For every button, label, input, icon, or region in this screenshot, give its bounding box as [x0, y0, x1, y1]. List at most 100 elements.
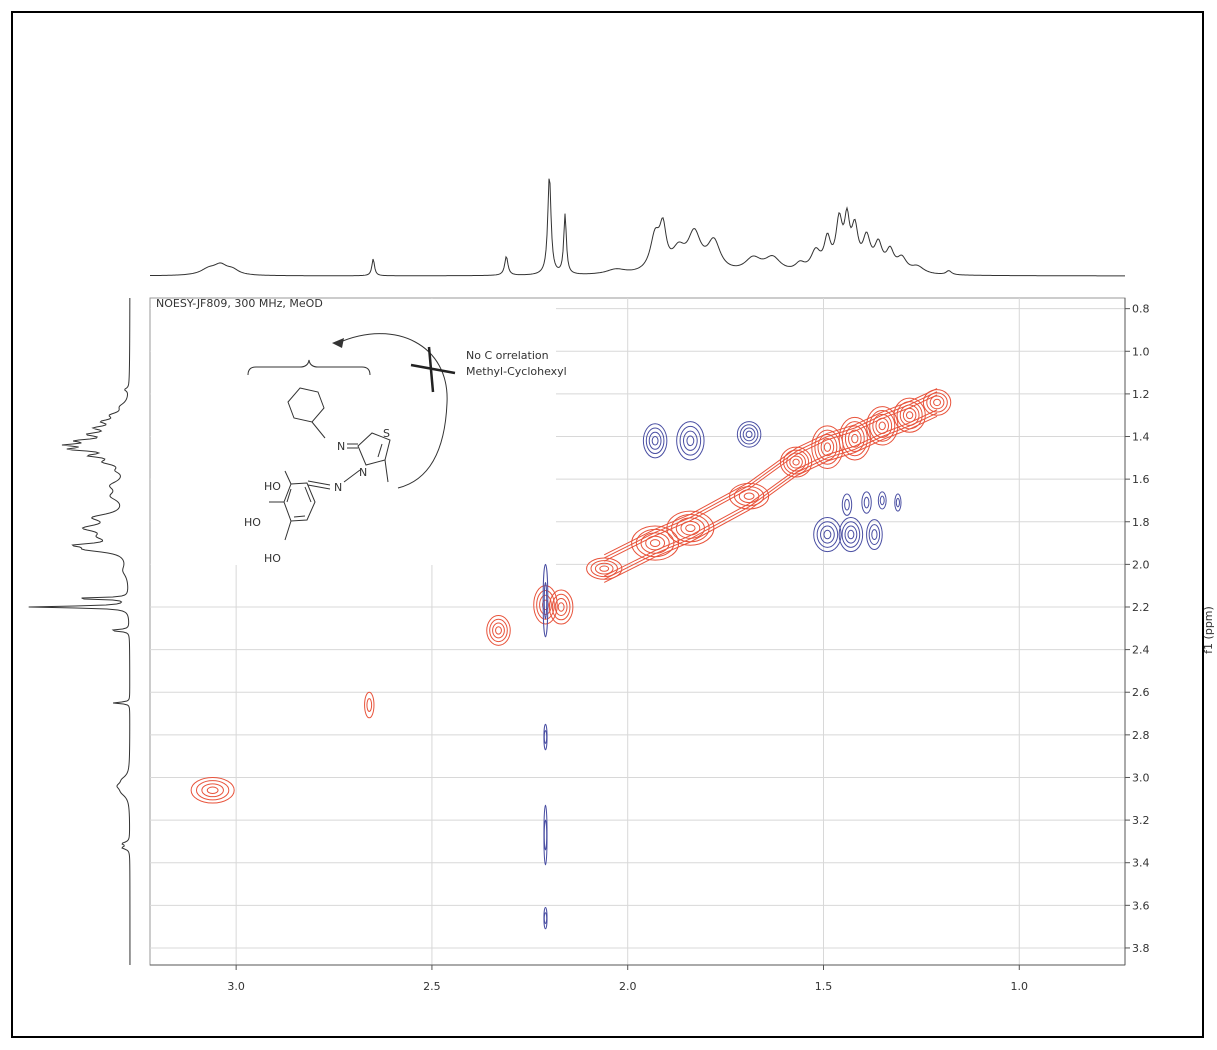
positive-cross-peak — [190, 776, 235, 804]
cyclohexyl-to-n-bond — [311, 421, 326, 439]
contour-ring — [933, 398, 941, 407]
contour-ring — [894, 493, 902, 512]
contour-ring — [548, 589, 574, 625]
negative-cross-peak — [543, 804, 548, 866]
contour-ring — [666, 510, 715, 546]
contour-ring — [926, 392, 948, 413]
negative-cross-peak — [877, 491, 887, 510]
contour-ring — [877, 491, 887, 510]
contour-ring — [844, 525, 858, 544]
positive-cross-peak — [838, 416, 871, 461]
y-tick-label: 2.0 — [1132, 558, 1150, 571]
contour-ring — [594, 562, 614, 575]
y-tick-label: 2.8 — [1132, 729, 1150, 742]
x-tick-label: 1.5 — [815, 980, 833, 993]
negative-cross-peak — [841, 493, 853, 516]
contour-ring — [844, 425, 865, 452]
contour-ring — [551, 593, 571, 621]
negative-cross-peak — [866, 519, 883, 550]
contour-ring — [201, 783, 224, 798]
hydroxyl-bonds — [269, 470, 292, 541]
contour-ring — [906, 411, 914, 420]
y-tick-label: 1.4 — [1132, 431, 1150, 444]
x-tick-label: 1.0 — [1011, 980, 1029, 993]
contour-ring — [190, 776, 235, 804]
cyclohexyl-brace — [247, 359, 371, 376]
contour-ring — [847, 529, 855, 540]
contour-ring — [543, 912, 548, 924]
diagonal-contour-line — [603, 391, 938, 559]
y-tick-label: 3.6 — [1132, 899, 1150, 912]
link-n-label: N — [334, 481, 342, 494]
contour-ring — [492, 622, 505, 639]
contour-ring — [685, 524, 696, 533]
y-tick-label: 3.0 — [1132, 771, 1150, 784]
x-axis: 3.0 2.5 2.0 1.5 1.0 — [150, 964, 1125, 993]
contour-ring — [676, 421, 705, 461]
contour-ring — [206, 786, 219, 794]
contour-ring — [364, 691, 375, 719]
contour-ring — [838, 416, 871, 461]
top-projection-spectrum — [149, 178, 1125, 277]
thiazole-double-bond — [377, 443, 383, 458]
y-axis: 0.8 1.0 1.2 1.4 1.6 1.8 2.0 2.2 2.4 2.6 2.8 3.0 3.2 3… — [1124, 298, 1150, 965]
n-n-bond — [343, 469, 361, 483]
contour-ring — [679, 425, 702, 456]
negative-cross-peak — [736, 421, 762, 448]
negative-cross-peak — [543, 906, 548, 930]
contour-ring — [817, 433, 838, 461]
hydroxyl-label-3: HO — [264, 552, 281, 565]
imine-n-label: N — [337, 440, 345, 453]
diagonal-contour-line — [603, 415, 938, 583]
cross-mark-icon — [410, 363, 456, 375]
contour-ring — [823, 529, 832, 540]
contour-ring — [823, 442, 832, 452]
contour-ring — [739, 424, 759, 445]
negative-cross-peak — [642, 423, 668, 459]
contour-ring — [792, 458, 800, 466]
contour-ring — [869, 410, 896, 442]
positive-cross-peak — [533, 585, 558, 625]
positive-cross-peak — [922, 389, 952, 416]
negative-cross-peak — [676, 421, 705, 461]
methyl-cyclohexyl-text: Methyl-Cyclohexyl — [466, 365, 567, 378]
contour-ring — [783, 449, 810, 475]
diagonal-contour-line — [603, 388, 938, 556]
contour-ring — [868, 524, 881, 545]
arrow-head-icon — [332, 338, 344, 348]
contour-ring — [683, 430, 698, 451]
y-tick-label: 0.8 — [1132, 303, 1150, 316]
contour-ring — [648, 431, 662, 450]
benzene-inner-bonds — [286, 486, 312, 518]
positive-cross-peak — [486, 615, 511, 646]
contour-ring — [536, 589, 555, 620]
cross-mark-stroke — [427, 346, 435, 393]
negative-cross-peak — [542, 563, 549, 638]
y-tick-label: 3.2 — [1132, 814, 1150, 827]
contour-ring — [851, 433, 859, 444]
contour-ring — [533, 585, 558, 625]
negative-cross-peak — [894, 493, 902, 512]
contour-ring — [929, 395, 945, 410]
contour-ring — [861, 491, 872, 514]
contour-peaks — [190, 388, 952, 930]
hydroxyl-label-1: HO — [264, 480, 281, 493]
contour-ring — [495, 626, 502, 635]
contour-ring — [543, 819, 548, 851]
contour-ring — [895, 497, 900, 508]
molecular-structure: S N N N HO HO HO — [244, 359, 391, 565]
positive-cross-peak — [364, 691, 375, 719]
contour-ring — [838, 516, 864, 553]
sulfur-label: S — [383, 427, 390, 440]
contour-ring — [686, 435, 695, 447]
contour-ring — [645, 427, 665, 455]
contour-ring — [745, 430, 753, 439]
no-correlation-text: No C orrelation — [466, 349, 549, 362]
contour-ring — [841, 493, 853, 516]
contour-ring — [872, 413, 893, 438]
imine-link-bond — [307, 480, 331, 490]
contour-ring — [486, 615, 511, 646]
contour-ring — [736, 421, 762, 448]
contour-ring — [922, 389, 952, 416]
contour-ring — [816, 521, 839, 548]
